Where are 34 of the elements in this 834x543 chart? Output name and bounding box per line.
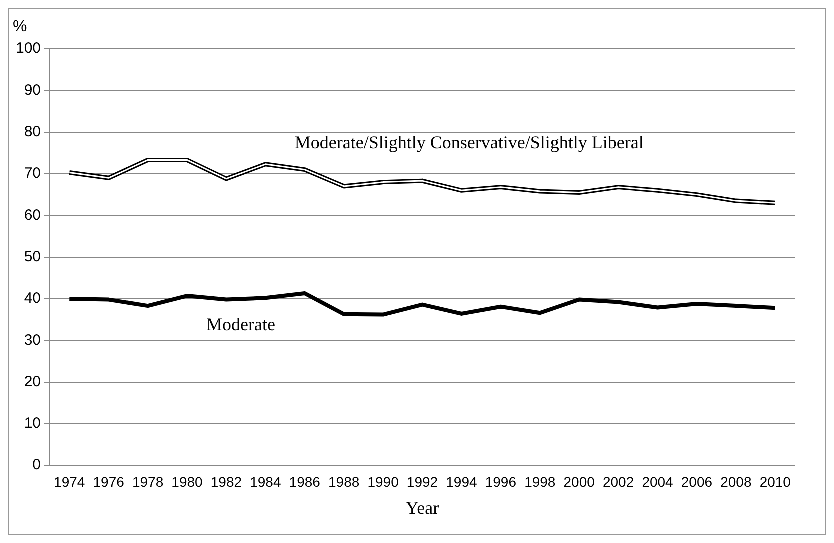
y-tick-label: 100: [16, 40, 42, 58]
x-tick-label: 1984: [250, 474, 282, 490]
x-tick-label: 2010: [760, 474, 792, 490]
x-tick-label: 2006: [681, 474, 713, 490]
y-axis-title: %: [13, 18, 28, 36]
x-tick-label: 1974: [54, 474, 86, 490]
y-tick-label: 60: [24, 206, 42, 224]
x-tick-label: 1978: [132, 474, 164, 490]
y-tick-label: 0: [32, 456, 42, 474]
x-tick-label: 1976: [93, 474, 125, 490]
x-tick-label: 1996: [485, 474, 517, 490]
x-tick-label: 1990: [368, 474, 400, 490]
y-tick-label: 70: [24, 165, 42, 182]
x-tick-label: 1992: [406, 474, 438, 490]
x-tick-label: 2000: [564, 474, 596, 490]
y-tick-label: 80: [24, 123, 42, 140]
x-axis-title: Year: [406, 498, 440, 518]
x-tick-label: 1980: [172, 474, 204, 490]
y-tick-label: 50: [24, 248, 42, 266]
x-tick-label: 1982: [210, 474, 242, 490]
x-tick-label: 1994: [446, 474, 478, 490]
x-tick-label: 2004: [642, 474, 674, 490]
series-label: Moderate/Slightly Conservative/Slightly Liberal: [294, 132, 644, 153]
series-label: Moderate: [206, 314, 276, 335]
y-tick-label: 90: [24, 82, 42, 99]
y-tick-label: 40: [24, 290, 42, 308]
y-tick-label: 20: [24, 373, 42, 390]
x-tick-label: 2008: [720, 474, 752, 490]
x-tick-label: 1998: [524, 474, 556, 490]
y-tick-label: 10: [24, 415, 42, 432]
x-tick-label: 2002: [602, 474, 634, 490]
x-tick-label: 1986: [289, 474, 321, 490]
x-tick-label: 1988: [328, 474, 360, 490]
y-tick-label: 30: [24, 332, 42, 349]
